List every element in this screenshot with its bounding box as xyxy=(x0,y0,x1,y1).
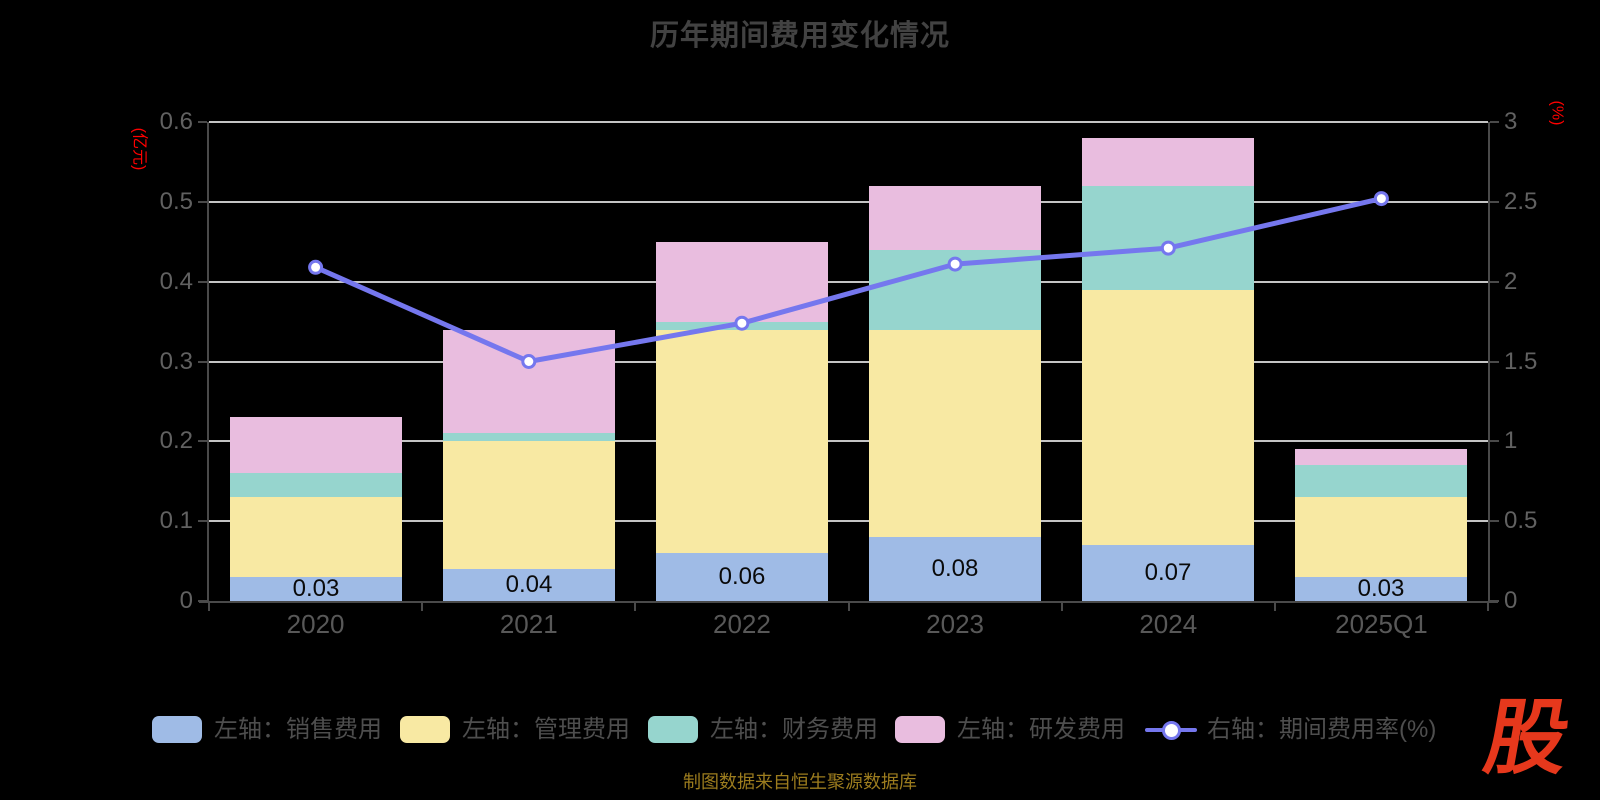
bar-segment-0[interactable] xyxy=(1082,545,1254,601)
y-axis-tick-label-right: 2 xyxy=(1504,268,1518,295)
x-axis-category-label: 2024 xyxy=(1139,609,1198,639)
bar-data-label: 0.03 xyxy=(292,575,340,602)
x-axis-tick xyxy=(1487,601,1489,611)
bar-segment-2[interactable] xyxy=(443,433,615,441)
bar-segment-3[interactable] xyxy=(443,330,615,433)
y-axis-tick-label-right: 0 xyxy=(1504,587,1518,614)
y-axis-tick-label-right: 0.5 xyxy=(1504,507,1538,534)
x-axis-category-label: 2021 xyxy=(499,609,558,639)
y-axis-tick-left xyxy=(198,281,207,283)
y-axis-line-left xyxy=(207,122,209,603)
y-axis-tick-left xyxy=(198,361,207,363)
y-axis-tick-left xyxy=(198,600,207,602)
y-axis-tick-left xyxy=(198,121,207,123)
bar-segment-0[interactable] xyxy=(443,569,615,601)
chart-title: 历年期间费用变化情况 xyxy=(649,20,950,52)
bar-data-label: 0.08 xyxy=(931,555,979,582)
bar-segment-0[interactable] xyxy=(230,577,402,601)
bar-segment-3[interactable] xyxy=(1082,138,1254,186)
bar-segment-3[interactable] xyxy=(230,417,402,473)
y-axis-tick-label-right: 3 xyxy=(1504,108,1518,135)
bar-segment-1[interactable] xyxy=(230,497,402,577)
y-axis-tick-right xyxy=(1490,361,1499,363)
y-axis-tick-right xyxy=(1490,281,1499,283)
y-axis-tick-label-left: 0 xyxy=(179,587,193,614)
legend-swatch-icon xyxy=(648,716,698,743)
rate-line xyxy=(314,196,1382,364)
y-axis-tick-left xyxy=(198,201,207,203)
bar-segment-0[interactable] xyxy=(1295,577,1467,601)
legend-label: 左轴：销售费用 xyxy=(214,716,382,743)
rate-line-point[interactable] xyxy=(734,315,750,331)
bar-segment-1[interactable] xyxy=(1082,290,1254,545)
x-axis-tick xyxy=(1061,601,1063,611)
bar-segment-2[interactable] xyxy=(230,473,402,497)
y-axis-tick-left xyxy=(198,520,207,522)
x-axis-category-label: 2025Q1 xyxy=(1335,609,1428,639)
y-axis-tick-label-left: 0.1 xyxy=(159,507,193,534)
bar-segment-2[interactable] xyxy=(1082,186,1254,290)
bar-segment-1[interactable] xyxy=(869,330,1041,537)
brand-logo: 股 xyxy=(1478,693,1577,784)
rate-line-layer xyxy=(308,191,1389,369)
gridline xyxy=(209,361,1488,363)
rate-line-point[interactable] xyxy=(521,354,537,369)
source-note: 制图数据来自恒生聚源数据库 xyxy=(683,772,917,792)
legend-label: 左轴：财务费用 xyxy=(710,716,878,743)
y-axis-tick-label-left: 0.6 xyxy=(159,108,193,135)
bar-data-label: 0.07 xyxy=(1144,559,1192,586)
rate-line-point[interactable] xyxy=(947,256,963,272)
legend-label: 左轴：研发费用 xyxy=(957,716,1125,743)
legend-label: 右轴：期间费用率(%) xyxy=(1207,716,1437,743)
x-axis-tick xyxy=(1274,601,1276,611)
x-axis-tick xyxy=(421,601,423,611)
y-axis-tick-label-left: 0.4 xyxy=(159,268,193,295)
legend-line-dot-icon xyxy=(1162,721,1181,740)
y-axis-tick-label-right: 2.5 xyxy=(1504,188,1538,215)
bar-data-label: 0.03 xyxy=(1357,575,1405,602)
y-axis-tick-label-left: 0.5 xyxy=(159,188,193,215)
y-axis-tick-label-left: 0.3 xyxy=(159,348,193,375)
legend: 左轴：销售费用 左轴：管理费用 左轴：财务费用 左轴：研发费用 右轴：期间费用率(%) xyxy=(0,712,1600,748)
y-axis-tick-left xyxy=(198,440,207,442)
bar-segment-1[interactable] xyxy=(656,330,828,553)
bar-segment-3[interactable] xyxy=(1295,449,1467,465)
x-axis-tick xyxy=(848,601,850,611)
bar-segment-3[interactable] xyxy=(869,186,1041,250)
rate-line-point[interactable] xyxy=(308,259,324,275)
bar-segment-0[interactable] xyxy=(869,537,1041,601)
x-axis-category-label: 2020 xyxy=(286,609,345,639)
legend-swatch-icon xyxy=(152,716,202,743)
y-axis-tick-right xyxy=(1490,121,1499,123)
gridline xyxy=(209,201,1488,203)
y-axis-tick-right xyxy=(1490,201,1499,203)
x-axis-tick xyxy=(208,601,210,611)
y-axis-line-right xyxy=(1488,122,1490,603)
bar-data-label: 0.04 xyxy=(505,571,553,598)
bar-data-label: 0.06 xyxy=(718,563,766,590)
x-axis-tick xyxy=(634,601,636,611)
y-axis-tick-right xyxy=(1490,600,1499,602)
bar-segment-0[interactable] xyxy=(656,553,828,601)
legend-label: 左轴：管理费用 xyxy=(462,716,630,743)
rate-line-point[interactable] xyxy=(1373,191,1389,207)
bar-segment-2[interactable] xyxy=(1295,465,1467,497)
x-axis-category-label: 2022 xyxy=(712,609,771,639)
gridline xyxy=(209,520,1488,522)
rate-line-point[interactable] xyxy=(1160,240,1176,256)
gridline xyxy=(209,281,1488,283)
gridline xyxy=(209,121,1488,123)
y-axis-tick-label-left: 0.2 xyxy=(159,427,193,454)
gridline xyxy=(209,440,1488,442)
legend-swatch-icon xyxy=(400,716,450,743)
y-axis-tick-label-right: 1 xyxy=(1504,427,1518,454)
bar-segment-1[interactable] xyxy=(1295,497,1467,577)
y-axis-tick-right xyxy=(1490,440,1499,442)
legend-swatch-icon xyxy=(895,716,945,743)
y-axis-tick-label-right: 1.5 xyxy=(1504,348,1538,375)
y-axis-tick-right xyxy=(1490,520,1499,522)
bar-segment-1[interactable] xyxy=(443,441,615,569)
x-axis-category-label: 2023 xyxy=(926,609,984,639)
